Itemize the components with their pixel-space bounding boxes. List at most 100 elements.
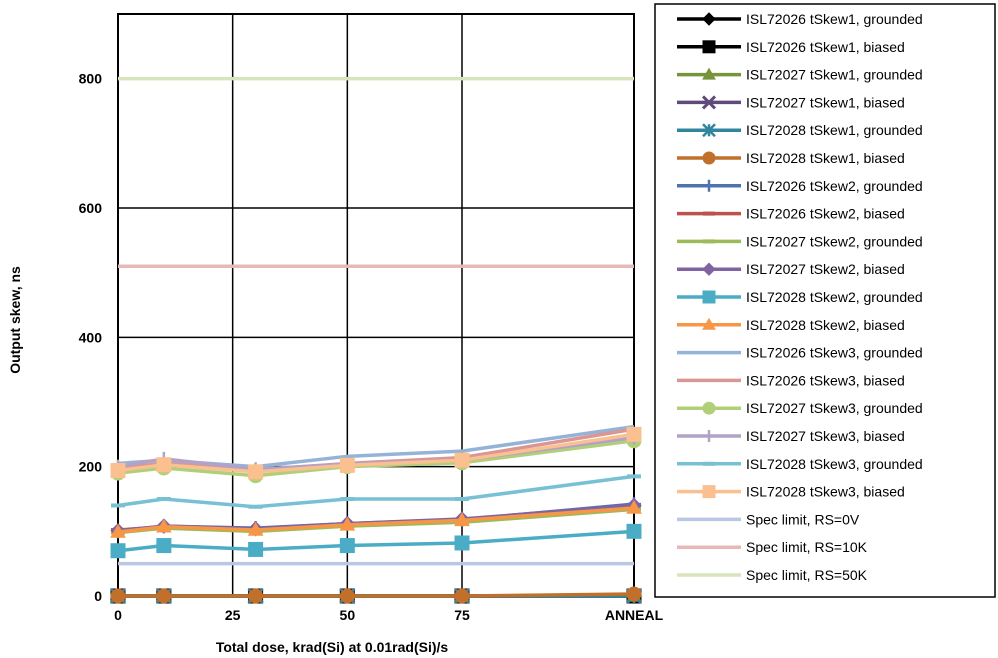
data-point	[339, 516, 356, 531]
data-point	[156, 497, 171, 501]
legend-item: ISL72026 tSkew1, grounded	[677, 11, 923, 27]
data-point	[455, 497, 469, 501]
legend-item: ISL72026 tSkew3, grounded	[677, 345, 923, 361]
legend-label: ISL72026 tSkew1, grounded	[746, 11, 923, 27]
series-line	[117, 439, 635, 478]
data-point	[701, 95, 717, 110]
data-point	[156, 538, 172, 554]
data-point	[626, 586, 642, 602]
data-point	[703, 461, 715, 466]
series-12	[110, 500, 642, 538]
data-point	[702, 40, 716, 54]
data-point	[248, 464, 264, 480]
legend-label: ISL72027 tSkew1, biased	[746, 94, 905, 110]
data-point	[339, 538, 355, 554]
legend-label: ISL72028 tSkew2, grounded	[746, 289, 923, 305]
legend-item: ISL72028 tSkew3, biased	[677, 484, 905, 500]
data-point	[702, 123, 716, 138]
x-tick-label: 25	[225, 607, 241, 623]
legend: ISL72026 tSkew1, grounded ISL72026 tSkew1…	[654, 3, 996, 598]
legend-label: Spec limit, RS=0V	[746, 511, 860, 527]
data-point	[156, 588, 172, 604]
data-point	[156, 457, 172, 473]
data-point	[702, 262, 716, 276]
legend-label: ISL72026 tSkew3, grounded	[746, 345, 923, 361]
data-point	[702, 401, 716, 415]
legend-label: ISL72028 tSkew2, biased	[746, 317, 905, 333]
series-line	[117, 506, 635, 534]
data-point	[702, 317, 716, 330]
legend-item: ISL72027 tSkew2, grounded	[677, 233, 923, 249]
legend-item: ISL72026 tSkew3, biased	[677, 372, 905, 388]
legend-item: ISL72027 tSkew3, grounded	[677, 400, 923, 416]
legend-label: Spec limit, RS=50K	[746, 567, 868, 583]
data-point	[627, 474, 641, 479]
x-tick-label: 75	[454, 607, 470, 623]
data-point	[248, 541, 264, 557]
data-point	[110, 543, 126, 559]
legend-item: Spec limit, RS=0V	[677, 511, 860, 527]
data-point	[703, 430, 715, 442]
legend-label: ISL72026 tSkew3, biased	[746, 372, 905, 388]
y-tick-label: 800	[79, 71, 103, 87]
data-point	[454, 588, 470, 604]
data-point	[703, 211, 715, 216]
series-11	[110, 523, 642, 559]
y-tick-label: 400	[79, 329, 103, 345]
legend-item: ISL72028 tSkew2, grounded	[677, 289, 923, 305]
data-point	[702, 151, 716, 165]
legend-label: ISL72027 tSkew2, biased	[746, 261, 905, 277]
y-tick-label: 0	[94, 588, 102, 604]
x-tick-label: 50	[340, 607, 356, 623]
data-point	[111, 503, 125, 508]
legend-item: ISL72027 tSkew2, biased	[677, 261, 905, 277]
legend-item: ISL72026 tSkew2, grounded	[677, 178, 923, 194]
legend-label: ISL72026 tSkew2, grounded	[746, 178, 923, 194]
data-point	[110, 588, 126, 604]
data-point	[247, 522, 264, 536]
legend-item: ISL72028 tSkew1, grounded	[677, 122, 923, 138]
legend-label: ISL72028 tSkew1, grounded	[746, 122, 923, 138]
legend-item: ISL72026 tSkew2, biased	[677, 206, 905, 222]
data-point	[702, 67, 716, 80]
legend-item: ISL72028 tSkew3, grounded	[677, 456, 923, 472]
data-point	[454, 452, 470, 468]
data-point	[110, 463, 126, 479]
x-axis-title: Total dose, krad(Si) at 0.01rad(Si)/s	[216, 639, 449, 655]
legend-label: ISL72028 tSkew1, biased	[746, 150, 905, 166]
legend-label: Spec limit, RS=10K	[746, 539, 868, 555]
data-point	[702, 485, 716, 499]
plot-border	[117, 13, 635, 597]
data-point	[340, 497, 355, 501]
series-line	[117, 529, 635, 553]
data-point	[702, 12, 716, 26]
data-point	[626, 426, 642, 442]
data-point	[702, 290, 716, 304]
plot-area	[117, 13, 635, 597]
y-axis-title: Output skew, ns	[7, 266, 23, 374]
legend-label: ISL72028 tSkew3, biased	[746, 484, 905, 500]
series-6	[110, 586, 642, 604]
series-line	[117, 432, 635, 474]
legend-item: Spec limit, RS=10K	[677, 539, 868, 555]
data-point	[248, 588, 264, 604]
data-point	[703, 239, 715, 244]
y-tick-label: 200	[79, 459, 103, 475]
legend-item: ISL72026 tSkew1, biased	[677, 39, 905, 55]
data-point	[110, 523, 126, 538]
legend-label: ISL72028 tSkew3, grounded	[746, 456, 923, 472]
series-17	[111, 474, 641, 509]
x-tick-label: 0	[114, 607, 122, 623]
legend-item: ISL72028 tSkew1, biased	[677, 150, 905, 166]
y-tick-label: 600	[79, 200, 103, 216]
data-point	[703, 179, 715, 192]
series-18	[110, 426, 642, 480]
legend-item: Spec limit, RS=50K	[677, 567, 868, 583]
legend-item: ISL72027 tSkew3, biased	[677, 428, 905, 444]
legend-label: ISL72026 tSkew1, biased	[746, 39, 905, 55]
legend-label: ISL72026 tSkew2, biased	[746, 206, 905, 222]
data-point	[156, 518, 172, 533]
legend-item: ISL72028 tSkew2, biased	[677, 317, 905, 333]
legend-label: ISL72027 tSkew1, grounded	[746, 67, 923, 83]
